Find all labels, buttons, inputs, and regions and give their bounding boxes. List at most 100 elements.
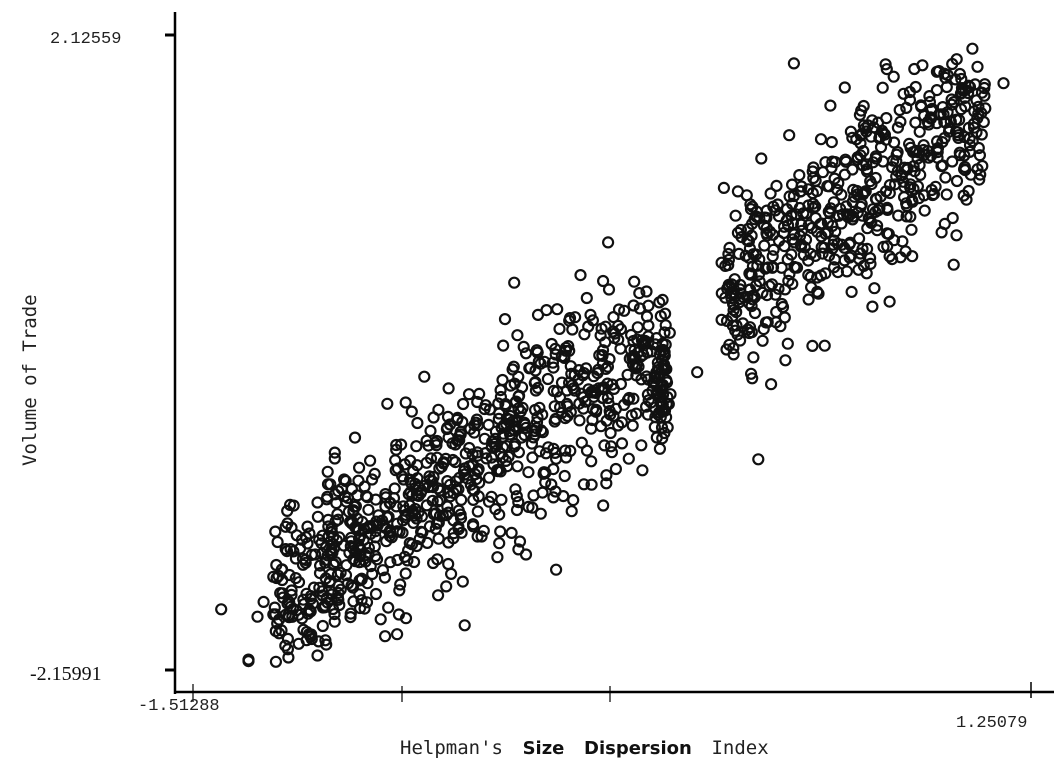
data-point xyxy=(609,402,623,415)
data-point xyxy=(929,180,942,193)
data-point xyxy=(467,520,480,533)
data-point xyxy=(914,168,927,181)
data-point xyxy=(729,209,742,222)
data-point xyxy=(809,200,822,213)
data-point xyxy=(964,168,977,181)
data-point xyxy=(658,346,671,359)
x-axis-title-part-1: Helpman's xyxy=(400,737,503,759)
data-point xyxy=(528,376,541,390)
data-point xyxy=(482,418,495,431)
data-point xyxy=(727,342,740,355)
data-point xyxy=(586,314,600,327)
data-point xyxy=(811,285,824,298)
data-point xyxy=(997,77,1010,90)
data-point xyxy=(947,95,960,109)
data-point xyxy=(551,303,564,316)
data-point xyxy=(424,424,437,437)
data-point xyxy=(802,199,815,212)
data-point xyxy=(611,419,625,432)
data-point xyxy=(312,635,325,648)
data-point xyxy=(541,372,555,386)
data-points xyxy=(215,42,1010,668)
data-point xyxy=(271,535,284,549)
data-point xyxy=(553,322,566,335)
data-point xyxy=(661,421,674,434)
data-point xyxy=(267,608,280,621)
data-point xyxy=(653,296,666,309)
x-axis-title-part-2: Size xyxy=(523,738,565,759)
data-point xyxy=(451,434,464,447)
data-point xyxy=(887,234,901,247)
data-point xyxy=(971,60,984,73)
data-point xyxy=(795,218,808,231)
data-point xyxy=(356,515,369,529)
data-point xyxy=(469,416,483,429)
data-point xyxy=(904,210,917,223)
data-point xyxy=(971,112,984,125)
data-point xyxy=(653,442,667,455)
data-point xyxy=(766,250,779,263)
data-point xyxy=(534,507,547,520)
data-point xyxy=(292,637,305,650)
data-point xyxy=(608,327,622,340)
data-point xyxy=(923,95,937,109)
data-point xyxy=(904,178,917,191)
data-point xyxy=(900,163,914,176)
data-point xyxy=(894,115,907,128)
data-point xyxy=(509,483,522,496)
data-point xyxy=(622,452,635,465)
data-point xyxy=(381,397,394,410)
data-point xyxy=(758,239,771,252)
data-point xyxy=(779,354,792,367)
data-point xyxy=(412,506,425,519)
data-point xyxy=(785,209,798,222)
data-point xyxy=(897,191,911,204)
data-point xyxy=(349,555,362,568)
data-point xyxy=(636,464,649,477)
data-point xyxy=(903,93,917,107)
data-point xyxy=(498,313,512,326)
data-point xyxy=(479,447,492,460)
data-point xyxy=(369,587,383,601)
data-point xyxy=(897,87,910,100)
data-point xyxy=(362,503,375,516)
data-point xyxy=(924,149,938,162)
data-point xyxy=(624,328,638,342)
data-point xyxy=(445,567,458,581)
data-point xyxy=(597,499,610,512)
data-point xyxy=(615,437,629,450)
data-point xyxy=(720,314,734,327)
data-point xyxy=(338,490,351,503)
data-point xyxy=(778,283,792,296)
data-point xyxy=(380,535,393,548)
data-point xyxy=(510,490,523,503)
data-point xyxy=(274,586,287,600)
data-point xyxy=(627,392,640,405)
data-point xyxy=(633,287,646,300)
data-point xyxy=(542,441,555,454)
data-point xyxy=(478,432,491,445)
data-point xyxy=(558,469,571,483)
data-point xyxy=(798,241,811,254)
data-point xyxy=(514,405,527,418)
data-point xyxy=(441,475,454,488)
data-point xyxy=(612,333,625,346)
data-point xyxy=(839,155,853,168)
data-point xyxy=(809,249,822,262)
data-point xyxy=(595,322,608,335)
data-point xyxy=(268,601,281,614)
data-point xyxy=(511,460,524,473)
data-point xyxy=(355,594,368,607)
data-point xyxy=(869,171,882,185)
data-point xyxy=(456,415,469,429)
data-point xyxy=(429,522,442,535)
data-point xyxy=(287,499,300,512)
data-point xyxy=(531,411,544,424)
data-point xyxy=(459,447,472,460)
data-point xyxy=(305,628,318,641)
data-point xyxy=(753,275,766,288)
data-point xyxy=(936,159,949,172)
data-point xyxy=(656,337,669,350)
data-point xyxy=(630,407,643,420)
